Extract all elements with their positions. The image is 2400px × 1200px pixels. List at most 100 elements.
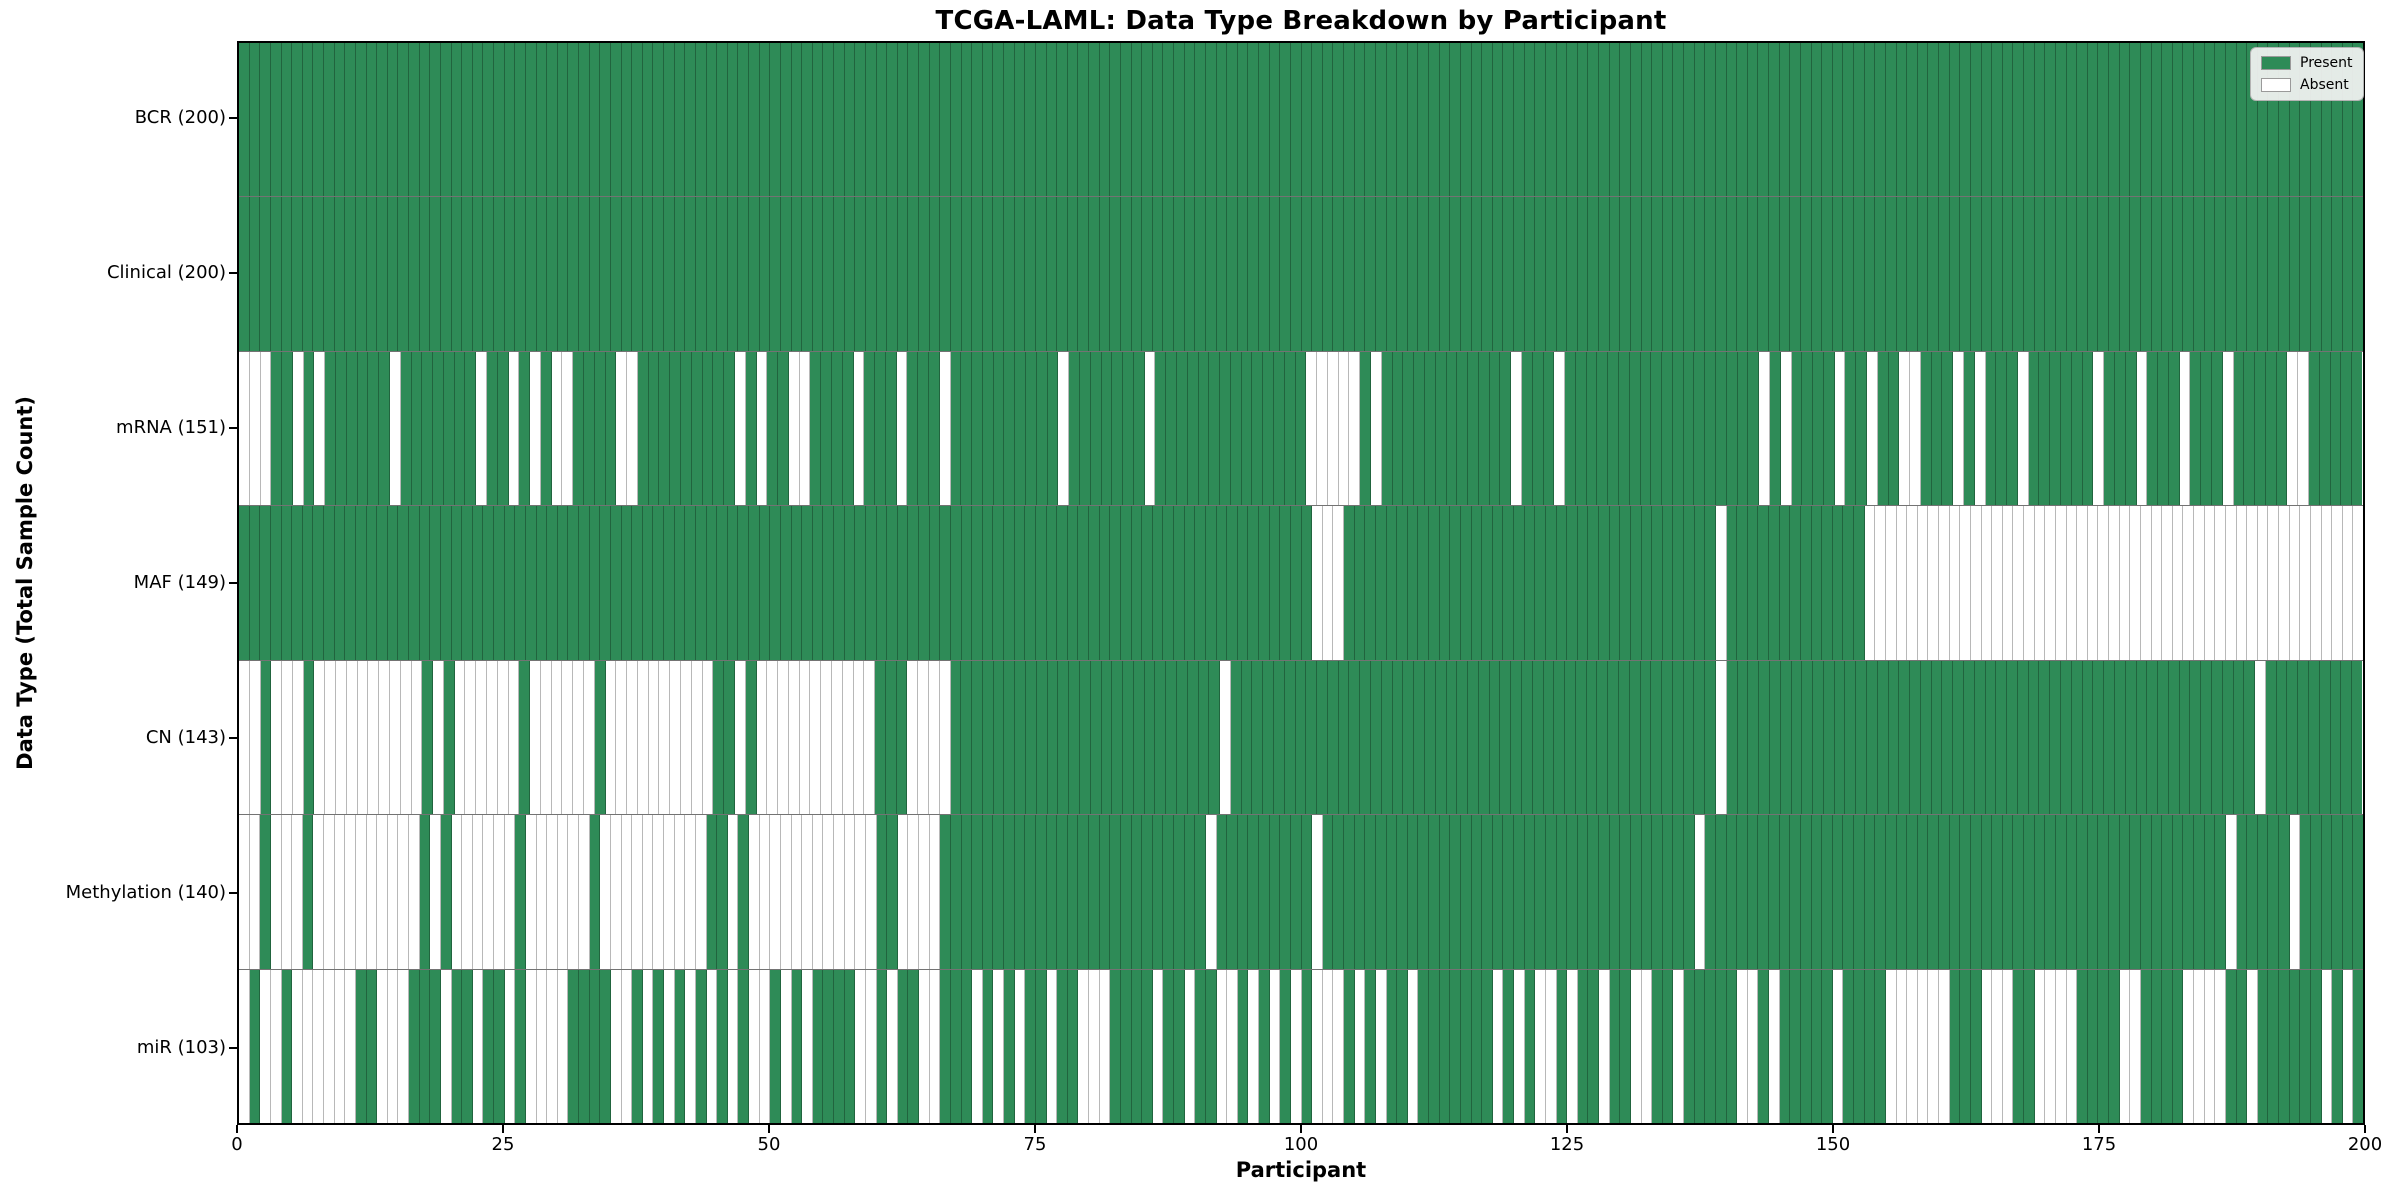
heatmap-cell: [1875, 197, 1886, 351]
heatmap-cell: [2247, 815, 2258, 969]
heatmap-cell: [1492, 506, 1504, 660]
heatmap-cell: [2172, 43, 2184, 197]
heatmap-cell: [842, 660, 854, 815]
heatmap-cell: [1468, 351, 1479, 506]
heatmap-cell: [1917, 969, 1929, 1123]
heatmap-cell: [788, 660, 800, 815]
heatmap-cell: [1996, 351, 2008, 506]
heatmap-cell: [433, 351, 444, 506]
heatmap-cell: [440, 815, 452, 969]
heatmap-cell: [1996, 660, 2008, 815]
heatmap-cell: [1205, 815, 1217, 969]
heatmap-cell: [702, 351, 714, 506]
heatmap-cell: [1813, 351, 1824, 506]
heatmap-cell: [2130, 43, 2141, 197]
heatmap-cell: [1630, 197, 1642, 351]
x-tick-mark: [1300, 1125, 1302, 1133]
heatmap-cell: [2309, 660, 2320, 815]
heatmap-cell: [749, 43, 760, 197]
heatmap-cell: [1241, 660, 1253, 815]
heatmap-cell: [1195, 43, 1206, 197]
heatmap-cell: [313, 43, 324, 197]
heatmap-cell: [1599, 43, 1610, 197]
heatmap-cell: [1917, 815, 1929, 969]
y-tick-label: Methylation (140): [65, 881, 226, 903]
heatmap-cell: [875, 660, 886, 815]
heatmap-cell: [1597, 660, 1609, 815]
heatmap-cell: [2034, 197, 2046, 351]
heatmap-cell: [695, 506, 707, 660]
heatmap-cell: [1834, 351, 1846, 506]
heatmap-cell: [2225, 197, 2237, 351]
heatmap-cell: [2109, 197, 2120, 351]
y-tick-mark: [229, 736, 237, 739]
heatmap-cell: [1327, 660, 1339, 815]
heatmap-cell: [2201, 660, 2212, 815]
heatmap-cell: [855, 506, 866, 660]
heatmap-cell: [2024, 197, 2035, 351]
heatmap-cell: [1220, 660, 1231, 815]
heatmap-cell: [1651, 660, 1663, 815]
heatmap-cell: [282, 660, 293, 815]
heatmap-cell: [993, 660, 1005, 815]
heatmap-cell: [685, 815, 696, 969]
heatmap-cell: [791, 969, 803, 1123]
heatmap-cell: [1047, 660, 1059, 815]
heatmap-cell: [1981, 197, 1993, 351]
heatmap-cell: [1163, 815, 1174, 969]
heatmap-cell: [1630, 43, 1642, 197]
heatmap-cell: [919, 197, 930, 351]
heatmap-cell: [2061, 351, 2072, 506]
heatmap-cell: [759, 815, 771, 969]
heatmap-cell: [260, 660, 272, 815]
heatmap-cell: [1290, 43, 1302, 197]
heatmap-cell: [1800, 815, 1812, 969]
heatmap-cell: [2332, 197, 2343, 351]
heatmap-cell: [594, 660, 606, 815]
x-tick-label: 125: [1549, 1134, 1585, 1155]
heatmap-cell: [1344, 969, 1355, 1123]
heatmap-cell: [919, 815, 930, 969]
heatmap-cell: [2289, 506, 2301, 660]
heatmap-cell: [1960, 506, 1971, 660]
heatmap-cell: [1896, 43, 1908, 197]
heatmap-cell: [1407, 815, 1419, 969]
heatmap-cell: [2341, 351, 2353, 506]
heatmap-cell: [632, 506, 643, 660]
heatmap-cell: [2319, 351, 2331, 506]
heatmap-cell: [982, 815, 994, 969]
heatmap-cell: [632, 197, 643, 351]
heatmap-cell: [734, 660, 746, 815]
heatmap-cell: [260, 351, 272, 506]
heatmap-cell: [1769, 197, 1780, 351]
heatmap-cell: [939, 660, 951, 815]
heatmap-cell: [972, 197, 983, 351]
heatmap-cell: [1629, 351, 1641, 506]
heatmap-cell: [1705, 660, 1717, 815]
heatmap-cell: [443, 660, 455, 815]
heatmap-cell: [1492, 43, 1504, 197]
heatmap-cell: [2257, 969, 2269, 1123]
heatmap-cell: [961, 506, 973, 660]
heatmap-cell: [519, 660, 531, 815]
heatmap-cell: [1386, 969, 1398, 1123]
heatmap-cell: [1015, 351, 1027, 506]
heatmap-cell: [1942, 660, 1954, 815]
heatmap-cell: [759, 43, 771, 197]
heatmap-cell: [1854, 43, 1865, 197]
heatmap-cell: [366, 197, 378, 351]
heatmap-cell: [1205, 969, 1217, 1123]
heatmap-cell: [844, 43, 856, 197]
heatmap-cell: [1620, 43, 1631, 197]
heatmap-cell: [1166, 660, 1177, 815]
heatmap-cell: [940, 197, 951, 351]
heatmap-cell: [1163, 969, 1174, 1123]
heatmap-cell: [1843, 506, 1854, 660]
heatmap-cell: [536, 815, 548, 969]
heatmap-cell: [2279, 43, 2290, 197]
heatmap-cell: [929, 197, 941, 351]
heatmap-cell: [1176, 351, 1188, 506]
heatmap-cell: [2087, 815, 2099, 969]
heatmap-cell: [600, 506, 611, 660]
heatmap-cell: [1110, 969, 1121, 1123]
